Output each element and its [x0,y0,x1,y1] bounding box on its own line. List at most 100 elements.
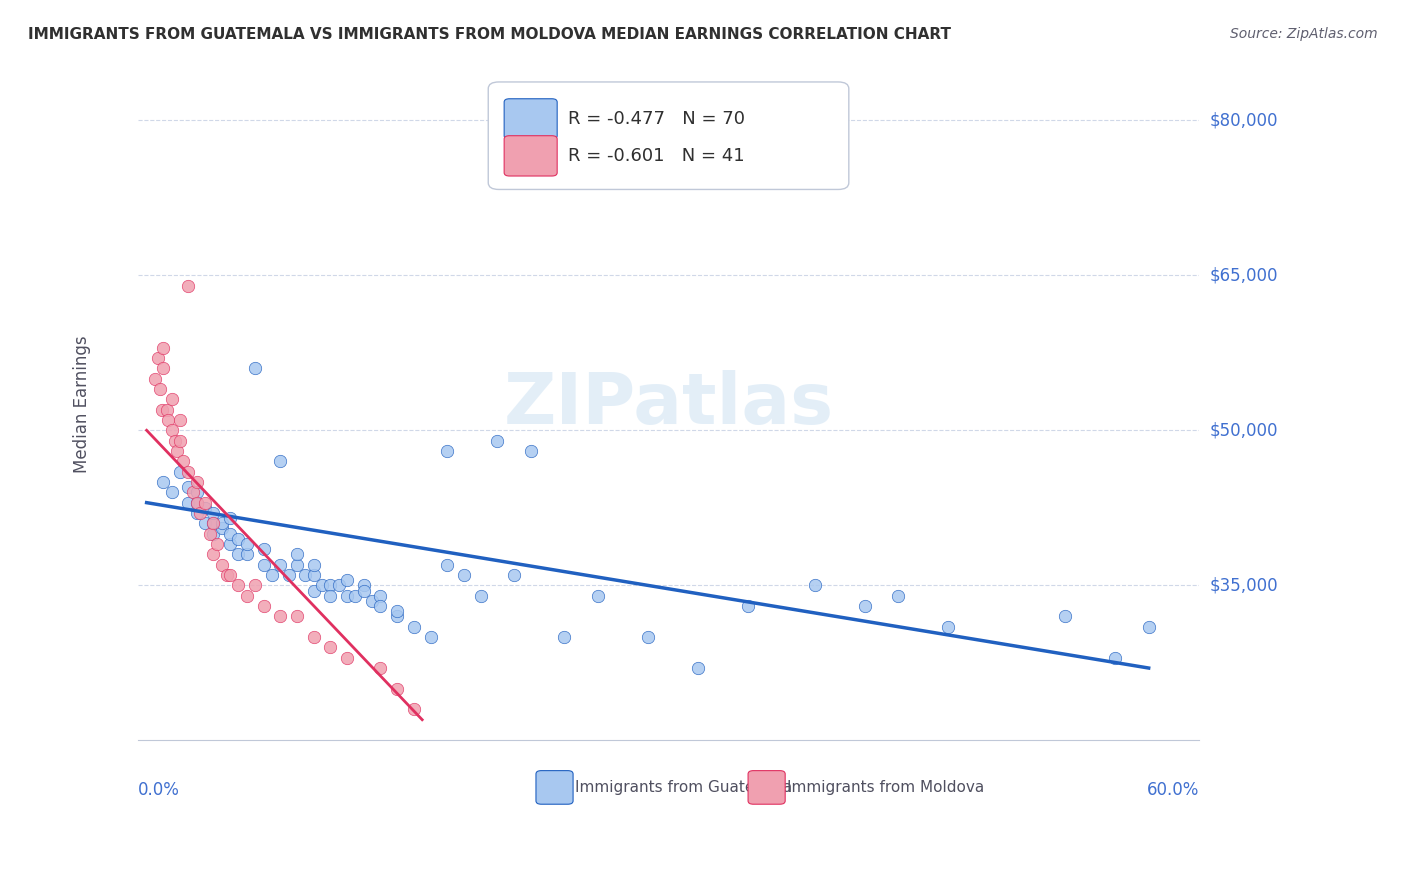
Text: $35,000: $35,000 [1211,576,1278,594]
Point [1104,650,1126,665]
Point [211,558,233,572]
Point [186,475,208,489]
Point [228,532,250,546]
Point [353,583,375,598]
Point [188,506,211,520]
Text: 0.0%: 0.0% [138,780,180,798]
Point [150,402,173,417]
Point [228,578,250,592]
Text: Median Earnings: Median Earnings [73,335,90,474]
Point [211,521,233,535]
Point [219,568,242,582]
Text: $50,000: $50,000 [1211,421,1278,439]
Point [402,702,425,716]
FancyBboxPatch shape [748,771,785,805]
Point [172,454,194,468]
Point [202,526,225,541]
Point [269,609,291,624]
FancyBboxPatch shape [488,82,849,189]
Text: ZIPatlas: ZIPatlas [503,370,834,439]
Point [294,568,316,582]
Point [148,351,170,365]
Point [219,526,242,541]
Text: Source: ZipAtlas.com: Source: ZipAtlas.com [1230,27,1378,41]
Point [370,589,392,603]
Point [344,589,367,603]
Point [166,444,188,458]
Point [385,604,408,618]
Point [336,589,359,603]
Text: $80,000: $80,000 [1211,112,1278,129]
Point [177,278,200,293]
Point [186,485,208,500]
Point [183,485,205,500]
FancyBboxPatch shape [505,99,557,139]
Point [385,681,408,696]
Point [361,594,384,608]
Point [402,620,425,634]
Point [686,661,709,675]
Point [936,620,959,634]
Point [143,371,166,385]
Point [205,537,228,551]
Point [157,413,180,427]
Point [202,506,225,520]
Point [319,640,342,655]
Point [186,506,208,520]
Point [194,500,217,515]
Point [737,599,759,613]
Point [519,444,541,458]
Point [436,558,458,572]
Text: $65,000: $65,000 [1211,266,1278,285]
Point [156,402,179,417]
Point [311,578,333,592]
Point [215,568,238,582]
Point [328,578,350,592]
Point [228,547,250,561]
Text: IMMIGRANTS FROM GUATEMALA VS IMMIGRANTS FROM MOLDOVA MEDIAN EARNINGS CORRELATION: IMMIGRANTS FROM GUATEMALA VS IMMIGRANTS … [28,27,950,42]
Point [336,573,359,587]
Point [1137,620,1160,634]
Point [370,661,392,675]
Point [169,465,191,479]
Point [163,434,186,448]
Point [252,599,274,613]
Point [198,526,221,541]
Point [177,496,200,510]
Point [160,392,183,407]
Point [277,568,299,582]
Point [219,537,242,551]
Point [503,568,526,582]
Point [269,454,291,468]
Point [160,423,183,437]
Text: Immigrants from Guatemala: Immigrants from Guatemala [575,780,793,795]
Point [177,465,200,479]
Point [853,599,876,613]
Point [236,547,259,561]
Point [370,599,392,613]
Point [470,589,492,603]
Text: R = -0.601   N = 41: R = -0.601 N = 41 [568,147,744,165]
Text: 60.0%: 60.0% [1146,780,1199,798]
Point [152,361,174,376]
Text: R = -0.477   N = 70: R = -0.477 N = 70 [568,110,745,128]
Point [436,444,458,458]
Point [285,547,308,561]
Point [419,630,441,644]
Point [637,630,659,644]
Point [194,496,217,510]
Point [211,516,233,531]
Point [202,516,225,531]
Point [194,516,217,531]
Point [260,568,283,582]
Point [202,516,225,531]
Point [887,589,910,603]
Text: Immigrants from Moldova: Immigrants from Moldova [787,780,984,795]
Point [302,583,325,598]
Point [302,558,325,572]
Point [152,475,174,489]
Point [169,413,191,427]
Point [160,485,183,500]
Point [1054,609,1077,624]
Point [149,382,172,396]
